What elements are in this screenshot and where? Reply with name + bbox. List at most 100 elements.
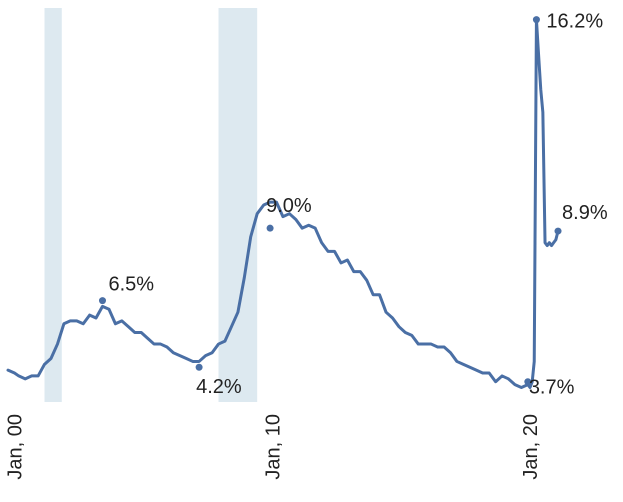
data-point: [494, 381, 496, 383]
data-point: [501, 375, 503, 377]
annotation-point-6: [554, 227, 562, 235]
data-point: [417, 343, 419, 345]
data-point: [391, 317, 393, 319]
data-point: [82, 323, 84, 325]
data-point: [179, 354, 181, 356]
recession-band-1: [44, 8, 62, 402]
data-point: [327, 250, 329, 252]
annotation-label-5: 16.2%: [546, 11, 603, 33]
data-point: [172, 352, 174, 354]
data-point: [31, 375, 33, 377]
data-point: [56, 343, 58, 345]
data-point: [146, 337, 148, 339]
data-point: [249, 236, 251, 238]
data-point: [385, 311, 387, 313]
data-point: [63, 323, 65, 325]
data-point: [204, 354, 206, 356]
data-point: [540, 88, 542, 90]
data-point: [37, 375, 39, 377]
annotation-point-1: [98, 297, 106, 305]
data-point: [101, 305, 103, 307]
data-point: [552, 241, 554, 243]
data-point: [378, 294, 380, 296]
data-point: [475, 369, 477, 371]
data-point: [469, 366, 471, 368]
data-point: [262, 204, 264, 206]
data-point: [398, 325, 400, 327]
data-point: [462, 363, 464, 365]
data-point: [488, 372, 490, 374]
data-point: [159, 343, 161, 345]
data-point: [520, 386, 522, 388]
data-point: [114, 323, 116, 325]
data-point: [95, 317, 97, 319]
annotation-point-3: [266, 224, 274, 232]
data-point: [314, 227, 316, 229]
data-point: [307, 224, 309, 226]
recession-band-2: [218, 8, 258, 402]
annotation-label-4: 3.7%: [529, 377, 575, 399]
data-point: [18, 375, 20, 377]
annotation-point-2: [195, 363, 203, 371]
annotation-point-4: [524, 378, 532, 386]
data-point: [430, 343, 432, 345]
data-point: [192, 360, 194, 362]
annotation-point-5: [532, 16, 540, 24]
x-tick-label: Jan, 00: [4, 414, 26, 480]
data-point: [243, 276, 245, 278]
data-point: [333, 250, 335, 252]
data-point: [366, 279, 368, 281]
data-point: [555, 239, 557, 241]
data-point: [481, 372, 483, 374]
data-point: [224, 340, 226, 342]
series-line-1: [6, 18, 560, 390]
data-point: [320, 241, 322, 243]
x-tick-label: Jan, 20: [520, 414, 542, 480]
data-point: [542, 111, 544, 113]
data-point: [443, 346, 445, 348]
data-point: [69, 320, 71, 322]
data-point: [346, 259, 348, 261]
annotation-label-2: 4.2%: [196, 376, 242, 398]
data-point: [198, 360, 200, 362]
data-point: [456, 360, 458, 362]
data-point: [507, 378, 509, 380]
data-point: [550, 244, 552, 246]
data-point: [108, 308, 110, 310]
annotation-label-6: 8.9%: [562, 202, 608, 224]
data-point: [50, 357, 52, 359]
data-point: [166, 346, 168, 348]
data-point: [127, 325, 129, 327]
data-point: [548, 241, 550, 243]
data-point: [537, 53, 539, 55]
data-point: [533, 360, 535, 362]
data-point: [411, 334, 413, 336]
annotation-label-3: 9.0%: [266, 195, 312, 217]
data-point: [140, 331, 142, 333]
data-point: [372, 294, 374, 296]
data-point: [88, 314, 90, 316]
data-point: [295, 218, 297, 220]
data-point: [76, 320, 78, 322]
data-point: [121, 320, 123, 322]
data-point: [544, 241, 546, 243]
annotation-label-1: 6.5%: [108, 274, 154, 296]
data-point: [449, 352, 451, 354]
data-point: [359, 270, 361, 272]
data-point: [43, 363, 45, 365]
data-point: [424, 343, 426, 345]
data-point: [301, 227, 303, 229]
data-point: [13, 372, 15, 374]
data-point: [230, 325, 232, 327]
data-point: [211, 352, 213, 354]
data-point: [404, 331, 406, 333]
data-point: [340, 262, 342, 264]
data-point: [546, 244, 548, 246]
data-point: [436, 346, 438, 348]
data-point: [256, 212, 258, 214]
data-point: [153, 343, 155, 345]
data-point: [237, 311, 239, 313]
data-point: [514, 383, 516, 385]
